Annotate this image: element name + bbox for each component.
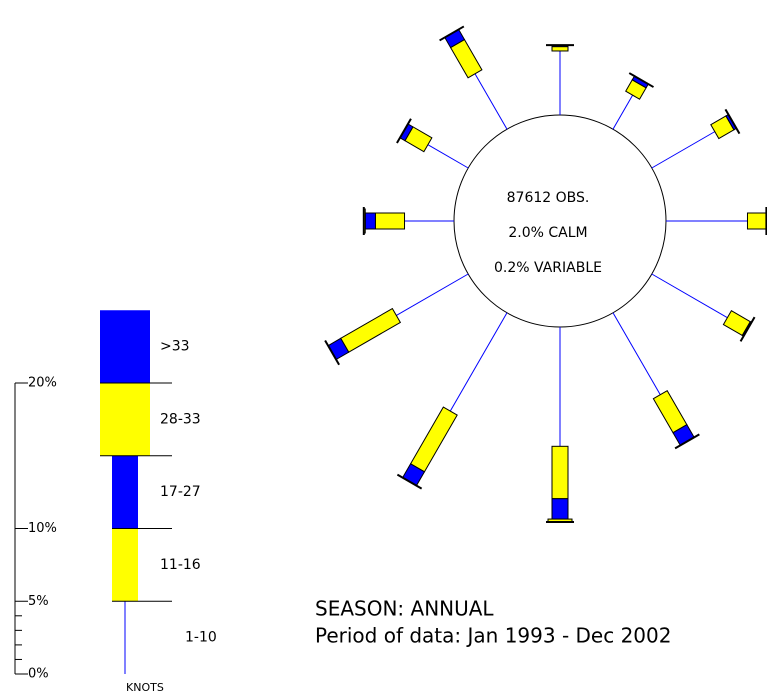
spoke-cap — [396, 473, 423, 490]
spoke-segment — [551, 46, 569, 52]
spoke-segment — [551, 498, 569, 520]
annotation: Period of data: Jan 1993 - Dec 2002 — [315, 624, 671, 648]
calm-circle — [453, 114, 667, 328]
spoke-segment — [746, 212, 767, 230]
y-tick-label: 20% — [28, 376, 57, 391]
spoke-cap — [628, 72, 654, 88]
spoke-segment — [364, 212, 376, 230]
center-text: 2.0% CALM — [508, 225, 587, 241]
spoke-line — [612, 94, 634, 130]
legend-swatch — [100, 310, 150, 383]
spoke-cap — [396, 118, 412, 144]
spoke — [612, 72, 654, 130]
legend-swatch — [112, 455, 138, 529]
spoke — [666, 207, 767, 235]
spoke-cap — [439, 25, 465, 42]
spoke — [396, 312, 508, 490]
spoke-line — [449, 312, 508, 412]
spoke-cap — [324, 339, 340, 366]
center-text: 0.2% VARIABLE — [494, 260, 602, 276]
spoke — [546, 327, 574, 523]
spoke — [439, 25, 508, 130]
spoke-segment — [551, 445, 569, 500]
spoke-line — [651, 273, 728, 319]
y-tick-label: 0% — [28, 667, 49, 682]
spoke — [612, 312, 700, 450]
legend-label: 1-10 — [185, 630, 217, 646]
legend-label: 11-16 — [160, 557, 201, 573]
y-tick-label: 5% — [28, 594, 49, 609]
legend-label: 28-33 — [160, 411, 201, 427]
spoke-line — [651, 131, 716, 169]
legend-unit: KNOTS — [126, 681, 164, 694]
annotation: SEASON: ANNUAL — [315, 597, 494, 621]
legend-label: >33 — [160, 339, 190, 355]
spoke — [651, 273, 756, 342]
spoke — [324, 273, 469, 366]
spoke — [651, 108, 741, 169]
spoke — [362, 207, 454, 235]
spoke-segment — [409, 406, 458, 473]
center-text: 87612 OBS. — [507, 190, 590, 206]
legend-swatch — [100, 383, 150, 456]
spoke-cap — [739, 316, 756, 342]
legend-swatch — [112, 528, 138, 602]
spoke-segment — [374, 212, 406, 230]
spoke — [396, 118, 469, 169]
y-tick-label: 10% — [28, 521, 57, 536]
legend-label: 17-27 — [160, 484, 201, 500]
spoke — [546, 44, 574, 115]
spoke-line — [427, 144, 469, 169]
spoke-cap — [724, 108, 741, 135]
spoke-segment — [340, 307, 402, 353]
spoke-line — [396, 273, 469, 316]
spoke-cap — [674, 433, 700, 450]
spoke-line — [474, 73, 508, 130]
spoke-line — [612, 312, 661, 395]
spoke-segment — [652, 390, 688, 434]
